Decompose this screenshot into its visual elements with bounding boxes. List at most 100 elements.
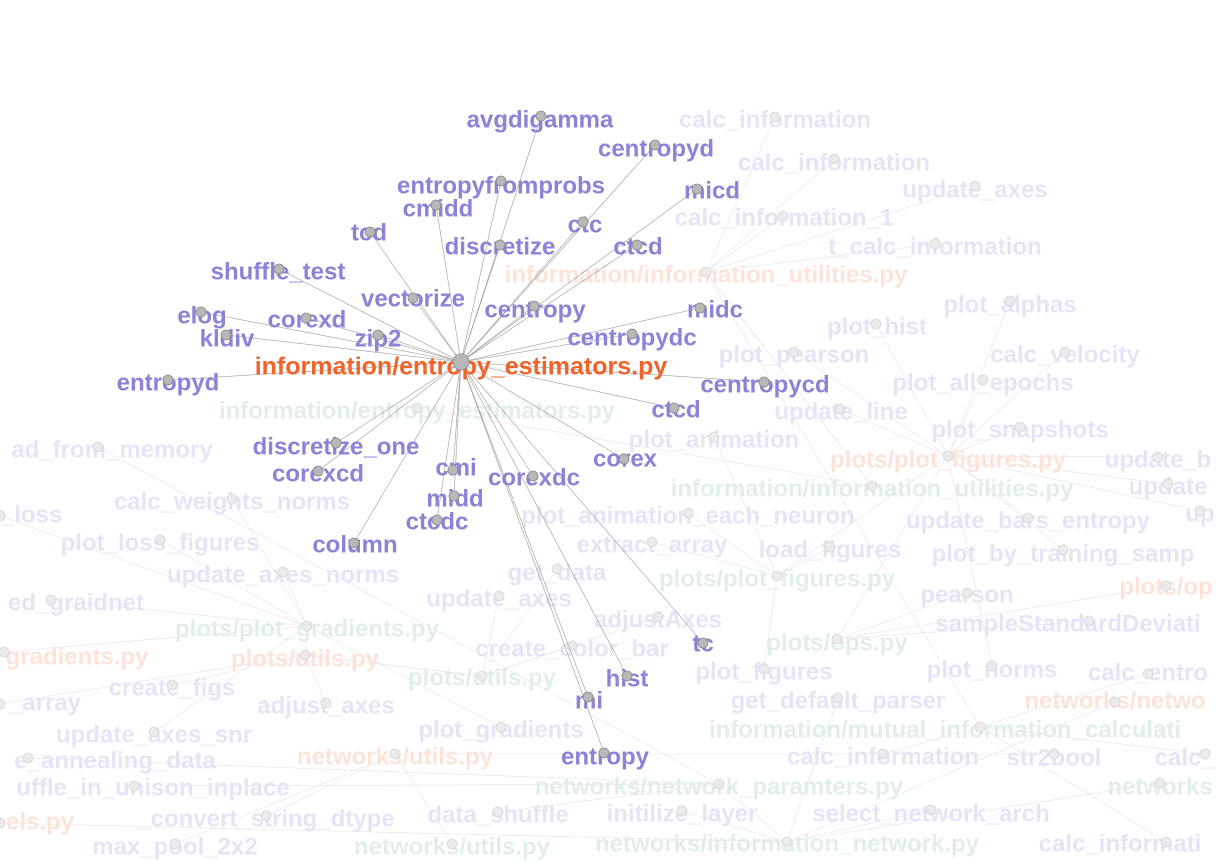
function-node[interactable]: ctcdc xyxy=(406,508,469,535)
background-node[interactable]: calc_information xyxy=(738,149,930,176)
background-node[interactable]: plots/utils.py xyxy=(231,645,380,672)
background-node[interactable]: networks/information_network.py xyxy=(595,830,980,857)
function-node[interactable]: corex xyxy=(593,445,658,472)
background-node[interactable]: information/mutual_information_calculati xyxy=(709,716,1181,743)
function-node[interactable]: corexcd xyxy=(272,460,364,487)
function-node[interactable]: shuffle_test xyxy=(211,258,346,285)
background-node[interactable]: networks/utils.py xyxy=(297,743,494,770)
function-node[interactable]: centropyd xyxy=(598,135,714,162)
focus-node-group[interactable]: information/entropy_estimators.py xyxy=(255,353,668,381)
background-node[interactable]: update_bars_entropy xyxy=(906,507,1151,534)
function-node[interactable]: ctcd xyxy=(613,233,662,260)
function-node[interactable]: ctcd xyxy=(651,396,700,423)
background-node[interactable]: create_figs xyxy=(109,674,236,701)
background-node[interactable]: ad_from_memory xyxy=(11,436,213,463)
background-node[interactable]: calc_entro xyxy=(1088,659,1208,686)
background-node[interactable]: plots/ops.py xyxy=(766,629,908,656)
background-node[interactable]: update xyxy=(1129,473,1208,500)
background-node[interactable]: select_network_arch xyxy=(812,800,1049,827)
background-node[interactable]: plot_loss_figures xyxy=(61,529,260,556)
background-node[interactable]: update_b xyxy=(1105,446,1212,473)
background-node[interactable]: plot_animation_each_neuron xyxy=(521,502,854,529)
background-node[interactable]: calc_information_1 xyxy=(675,204,894,231)
background-node[interactable]: create_color_bar xyxy=(475,635,668,662)
background-node[interactable]: information/entropy_estimators.py xyxy=(219,397,616,424)
background-node[interactable]: plot_alphas xyxy=(943,291,1076,318)
background-node[interactable]: plot_all_epochs xyxy=(892,369,1073,396)
background-node[interactable]: get_default_parser xyxy=(731,687,946,714)
background-node[interactable]: plots/plot_figures.py xyxy=(659,565,896,592)
function-node[interactable]: mi xyxy=(575,687,603,714)
function-node[interactable]: avgdigamma xyxy=(467,106,614,133)
background-node[interactable]: load_figures xyxy=(759,536,902,563)
function-node[interactable]: discretize xyxy=(445,233,556,260)
background-node[interactable]: plot_hist xyxy=(827,313,927,340)
background-node[interactable]: update_axes_norms xyxy=(167,561,399,588)
background-node[interactable]: calc_information xyxy=(787,743,979,770)
background-node[interactable]: plot_animation xyxy=(629,426,800,453)
background-node[interactable]: plots/op xyxy=(1119,573,1212,600)
background-node[interactable]: up xyxy=(1185,500,1214,527)
background-node[interactable]: plot_gradients xyxy=(418,716,583,743)
function-node[interactable]: cmi xyxy=(435,454,476,481)
background-node[interactable]: adjust_axes xyxy=(257,692,394,719)
function-node[interactable]: elog xyxy=(177,302,226,329)
function-node[interactable]: midd xyxy=(426,485,483,512)
function-node[interactable]: kldiv xyxy=(200,325,255,352)
background-node[interactable]: calc_p xyxy=(1155,744,1216,771)
background-node[interactable]: information/information_utilities.py xyxy=(671,475,1074,502)
function-node[interactable]: tcd xyxy=(351,219,387,246)
background-node[interactable]: adjustAxes xyxy=(594,606,722,633)
background-node[interactable]: plots/utils.py xyxy=(408,664,557,691)
function-node[interactable]: hist xyxy=(606,665,649,692)
background-node[interactable]: els.py xyxy=(0,808,75,835)
background-node[interactable]: get_data xyxy=(508,559,607,586)
function-node[interactable]: corexdc xyxy=(488,464,580,491)
function-node[interactable]: tc xyxy=(692,630,713,657)
background-node[interactable]: networks/netwo xyxy=(1024,687,1205,714)
background-node[interactable]: plots/plot_gradients.py xyxy=(175,615,440,642)
background-node[interactable]: calc_information xyxy=(679,106,871,133)
function-node[interactable]: cmidd xyxy=(403,195,474,222)
background-node[interactable]: plot_norms xyxy=(927,656,1058,683)
background-node[interactable]: data_shuffle xyxy=(427,801,568,828)
background-node[interactable]: networks/utils.py xyxy=(354,833,551,860)
background-node[interactable]: r_loss xyxy=(0,501,62,528)
background-node[interactable]: e_annealing_data xyxy=(14,747,216,774)
background-node[interactable]: plots/plot_figures.py xyxy=(830,446,1067,473)
background-node[interactable]: pearson xyxy=(920,581,1013,608)
function-node[interactable]: entropy xyxy=(561,743,650,770)
background-node[interactable]: initilize_layer xyxy=(607,800,758,827)
background-node[interactable]: networks xyxy=(1107,773,1212,800)
background-node[interactable]: information/information_utilities.py xyxy=(505,261,908,288)
background-node[interactable]: update_axes_snr xyxy=(56,721,252,748)
function-node[interactable]: corexd xyxy=(268,306,347,333)
function-node[interactable]: column xyxy=(312,531,397,558)
background-node[interactable]: uffle_in_unison_inplace xyxy=(16,774,289,801)
function-node[interactable]: ctc xyxy=(568,211,603,238)
background-node[interactable]: str2bool xyxy=(1007,744,1102,771)
background-node[interactable]: calc_weights_norms xyxy=(114,488,350,515)
function-node[interactable]: midc xyxy=(687,296,743,323)
background-node[interactable]: _convert_string_dtype xyxy=(136,805,394,832)
background-node[interactable]: update_axes xyxy=(902,176,1047,203)
background-node[interactable]: max_pool_2x2 xyxy=(92,833,257,860)
function-node[interactable]: centropydc xyxy=(567,324,696,351)
background-node[interactable]: plot_figures xyxy=(695,658,832,685)
background-node[interactable]: plot_pearson xyxy=(719,341,870,368)
background-node[interactable]: extract_array xyxy=(577,531,728,558)
function-node[interactable]: entropyfromprobs xyxy=(397,172,605,199)
function-node[interactable]: centropycd xyxy=(700,371,829,398)
background-node[interactable]: networks/network_paramters.py xyxy=(535,773,904,800)
background-node[interactable]: ed_graidnet xyxy=(8,589,144,616)
function-node[interactable]: zip2 xyxy=(355,325,402,352)
function-node[interactable]: vectorize xyxy=(361,285,465,312)
function-node[interactable]: entropyd xyxy=(117,369,220,396)
background-node[interactable]: t_calc_information xyxy=(828,233,1041,260)
background-node[interactable]: _array xyxy=(0,689,82,716)
background-node[interactable]: calc_informati xyxy=(1039,830,1202,857)
function-node[interactable]: discretize_one xyxy=(253,433,420,460)
background-node[interactable]: update_axes xyxy=(426,585,571,612)
function-node[interactable]: micd xyxy=(684,177,740,204)
background-node[interactable]: plot_by_training_samp xyxy=(932,540,1195,567)
